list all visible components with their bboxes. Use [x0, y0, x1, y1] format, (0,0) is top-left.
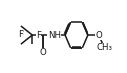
Text: F: F: [18, 31, 23, 40]
Text: O: O: [40, 48, 47, 57]
Text: O: O: [95, 31, 102, 40]
Text: F: F: [18, 30, 23, 39]
Text: CH₃: CH₃: [96, 43, 112, 52]
Text: NH: NH: [48, 31, 61, 40]
Text: F: F: [36, 31, 41, 40]
